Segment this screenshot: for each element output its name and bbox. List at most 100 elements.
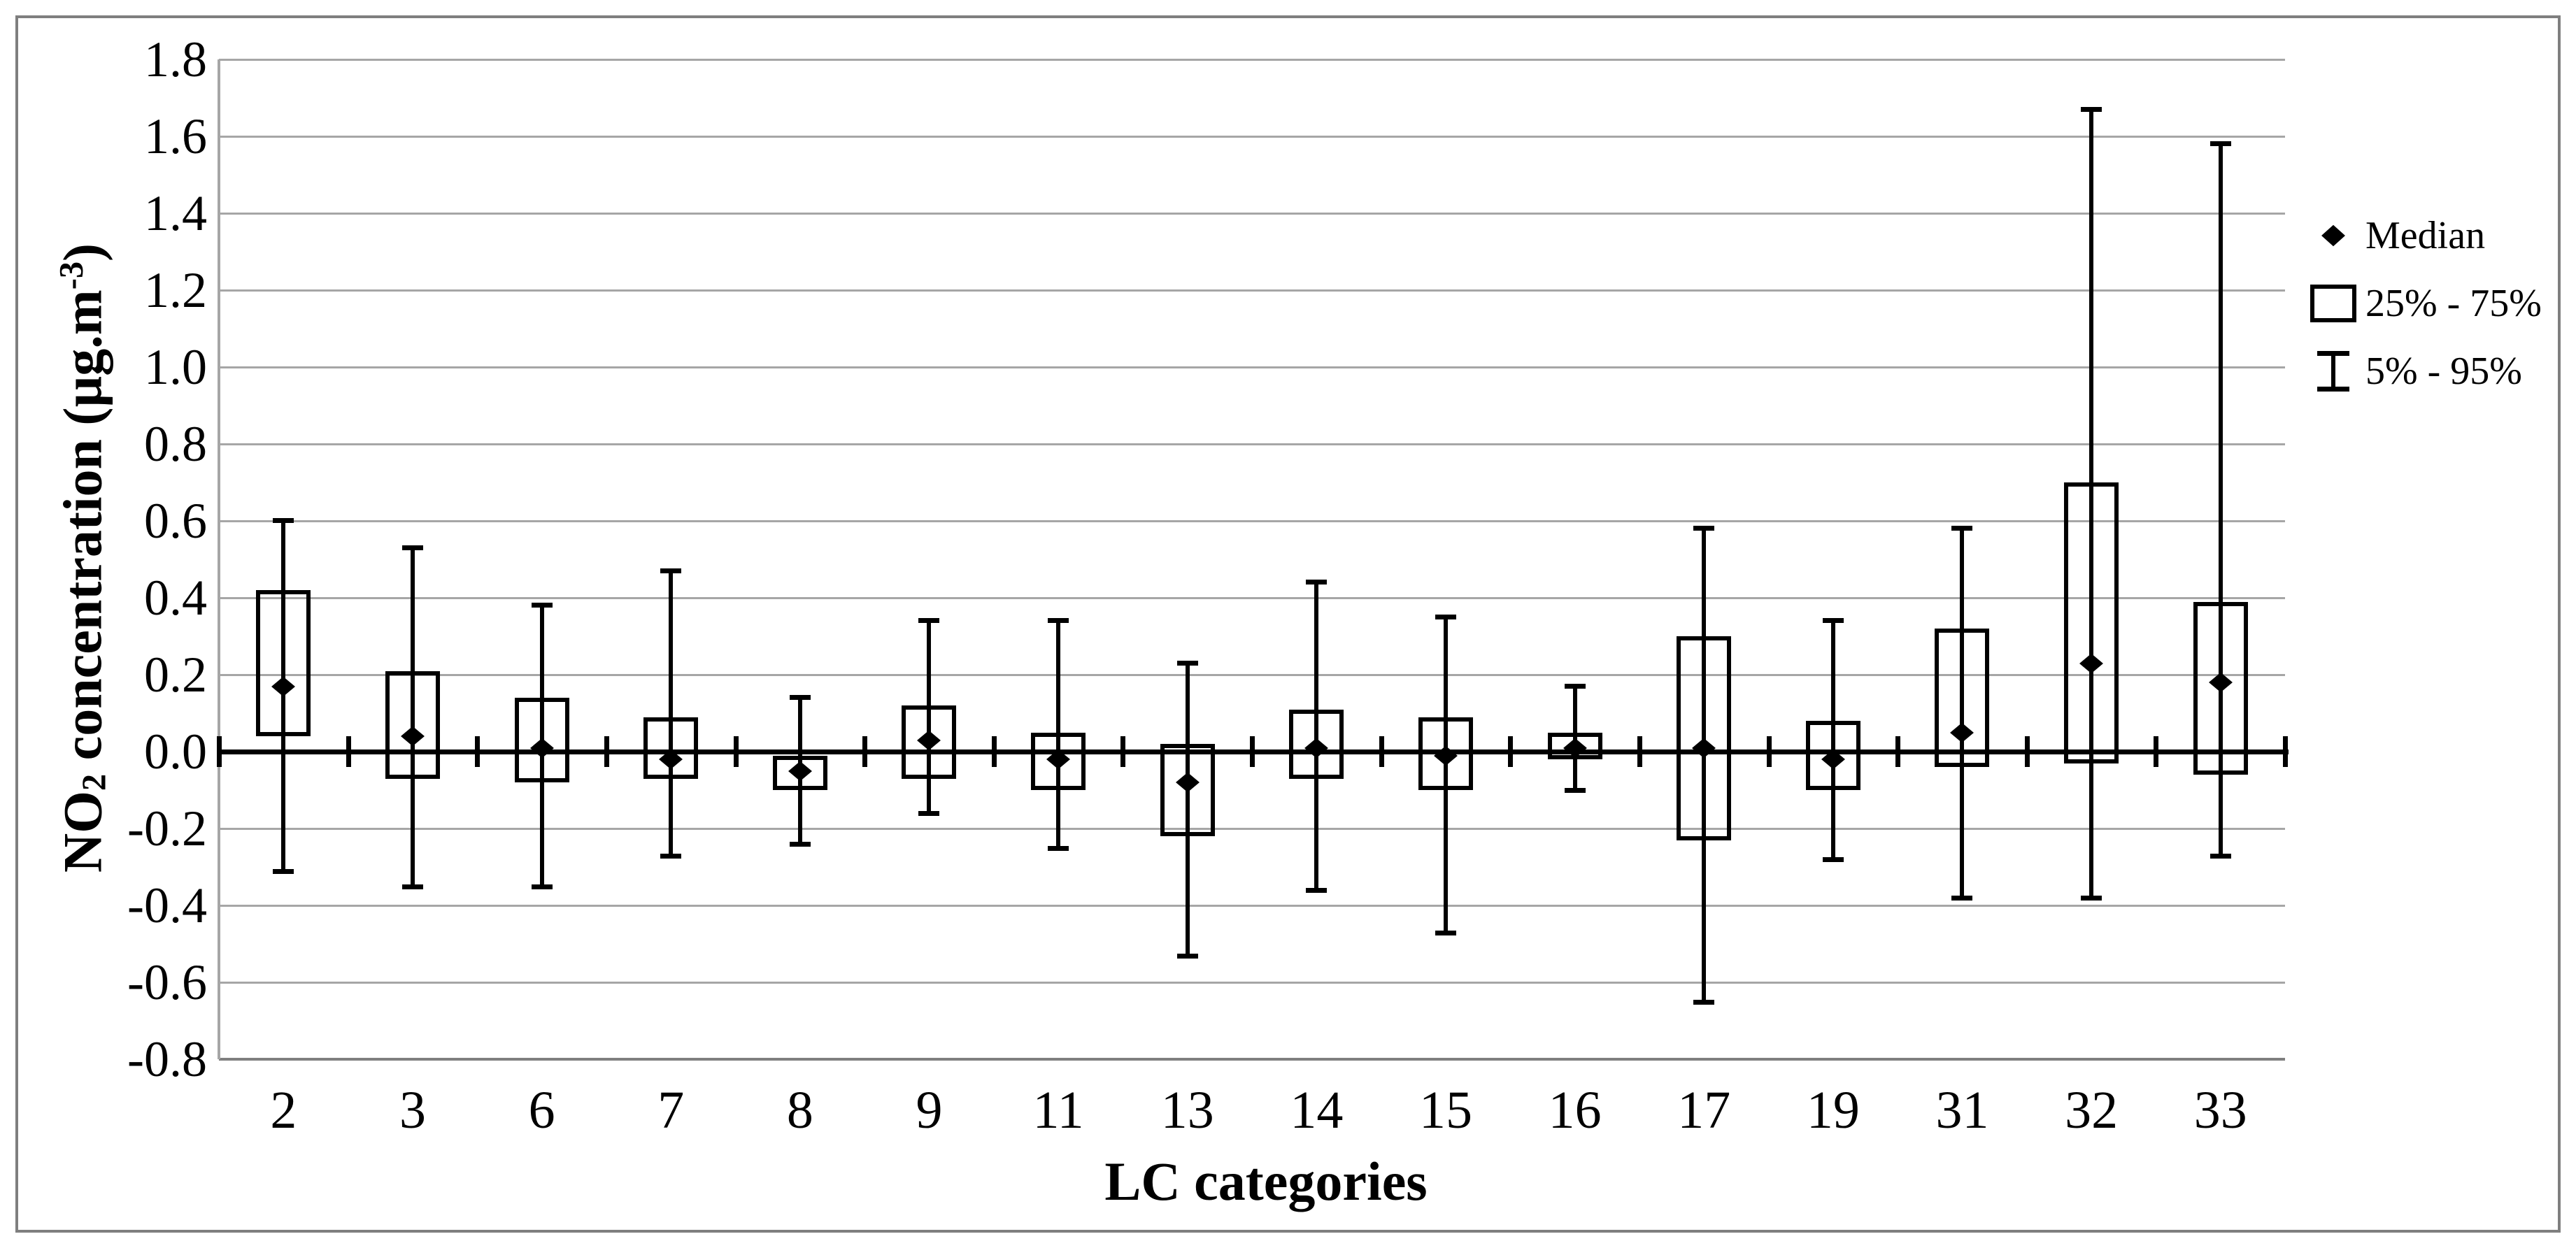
whisker-stem xyxy=(410,547,415,887)
x-axis-tick xyxy=(733,736,739,767)
whisker-cap-p5 xyxy=(789,842,811,847)
x-category-label: 19 xyxy=(1806,1081,1860,1140)
x-axis-tick xyxy=(991,736,997,767)
iqr-box xyxy=(1805,721,1860,790)
y-gridline xyxy=(219,443,2285,445)
x-category-label: 17 xyxy=(1677,1081,1731,1140)
y-tick-label: 1.4 xyxy=(144,185,207,241)
y-gridline xyxy=(219,136,2285,138)
y-gridline xyxy=(219,597,2285,599)
whisker-cap-p5 xyxy=(531,884,553,889)
iqr-box xyxy=(1160,744,1215,836)
iqr-box xyxy=(1031,732,1086,790)
whisker-cap-p5 xyxy=(2081,896,2102,901)
whisker-stem xyxy=(1443,617,1448,933)
whisker-cap-p95 xyxy=(1176,660,1198,666)
y-tick-label: 1.2 xyxy=(144,262,207,318)
legend: Median 25% - 75% 5% - 95% xyxy=(2301,201,2567,405)
whisker-cap-p5 xyxy=(401,884,423,889)
iqr-box xyxy=(514,698,569,782)
x-category-label: 33 xyxy=(2193,1081,2247,1140)
iqr-box xyxy=(643,717,699,779)
legend-item-median: Median xyxy=(2301,201,2567,269)
x-category-label: 13 xyxy=(1160,1081,1214,1140)
x-category-label: 14 xyxy=(1290,1081,1344,1140)
y-gridline xyxy=(219,59,2285,61)
legend-item-iqr: 25% - 75% xyxy=(2301,269,2567,337)
x-category-label: 9 xyxy=(916,1081,943,1140)
x-axis-tick xyxy=(1637,736,1642,767)
x-axis-tick xyxy=(2154,736,2159,767)
whisker-cap-p5 xyxy=(1435,930,1456,935)
x-category-label: 15 xyxy=(1418,1081,1472,1140)
whisker-cap-p95 xyxy=(1693,526,1715,531)
x-category-label: 3 xyxy=(399,1081,426,1140)
x-axis-tick xyxy=(1766,736,1772,767)
whisker-cap-p95 xyxy=(1435,614,1456,619)
whisker-cap-p5 xyxy=(660,853,682,859)
legend-label: 5% - 95% xyxy=(2365,349,2522,393)
whisker-cap-p95 xyxy=(2081,106,2102,112)
x-category-label: 2 xyxy=(270,1081,297,1140)
y-gridline xyxy=(219,674,2285,676)
y-tick-label: -0.2 xyxy=(127,801,207,856)
x-axis-tick xyxy=(862,736,868,767)
whisker-cap-p95 xyxy=(789,695,811,700)
y-gridline xyxy=(219,1058,2285,1061)
whisker-stem xyxy=(1830,621,1835,859)
whisker-cap-p95 xyxy=(660,568,682,573)
y-tick-label: 0.4 xyxy=(144,570,207,626)
whisker-stem xyxy=(1314,582,1319,890)
iqr-box xyxy=(2193,601,2248,775)
y-gridline xyxy=(219,520,2285,522)
y-tick-label: 0.8 xyxy=(144,416,207,472)
whisker-cap-p95 xyxy=(401,545,423,550)
y-gridline xyxy=(219,289,2285,292)
iqr-box-icon xyxy=(2310,284,2356,322)
y-tick-label: -0.6 xyxy=(127,954,207,1010)
whisker-cap-p5 xyxy=(1176,953,1198,959)
iqr-box xyxy=(385,670,440,779)
legend-label: 25% - 75% xyxy=(2365,281,2542,325)
x-axis-tick xyxy=(1379,736,1384,767)
whisker-cap-p95 xyxy=(273,518,294,523)
x-axis-tick xyxy=(604,736,609,767)
iqr-box xyxy=(902,705,957,779)
whisker-cap-p95 xyxy=(1951,526,1973,531)
whisker-cap-p5 xyxy=(918,811,940,816)
x-axis-tick xyxy=(1250,736,1255,767)
y-gridline xyxy=(219,213,2285,215)
whisker-cap-p5 xyxy=(1822,857,1844,862)
whisker-stem xyxy=(1960,529,1965,898)
y-tick-label: 0.6 xyxy=(144,493,207,549)
y-gridline xyxy=(219,982,2285,984)
y-tick-label: -0.8 xyxy=(127,1031,207,1087)
y-gridline xyxy=(219,828,2285,830)
x-axis-tick xyxy=(1895,736,1901,767)
y-tick-label: 1.0 xyxy=(144,339,207,395)
whisker-cap-p95 xyxy=(1306,580,1328,584)
y-gridline xyxy=(219,905,2285,907)
y-tick-label: 0.2 xyxy=(144,647,207,703)
x-axis-tick xyxy=(1120,736,1126,767)
x-axis-title: LC categories xyxy=(1104,1151,1428,1212)
whisker-stem xyxy=(927,621,932,813)
legend-item-whisker: 5% - 95% xyxy=(2301,337,2567,405)
x-category-label: 32 xyxy=(2065,1081,2119,1140)
x-category-label: 31 xyxy=(1935,1081,1989,1140)
whisker-cap-p5 xyxy=(273,868,294,874)
x-axis-tick xyxy=(346,736,351,767)
x-category-label: 8 xyxy=(786,1081,813,1140)
iqr-box xyxy=(2064,482,2119,763)
y-tick-label: 1.8 xyxy=(144,31,207,87)
whisker-cap-p5 xyxy=(1048,845,1069,851)
y-tick-label: 1.6 xyxy=(144,108,207,164)
whisker-stem xyxy=(1702,529,1707,1002)
whisker-cap-p5 xyxy=(1564,788,1586,793)
whisker-cap-p5 xyxy=(2209,853,2231,859)
whisker-cap-p95 xyxy=(1822,618,1844,623)
x-axis-tick xyxy=(217,736,222,767)
whisker-stem xyxy=(1185,663,1190,956)
y-gridline xyxy=(219,366,2285,368)
